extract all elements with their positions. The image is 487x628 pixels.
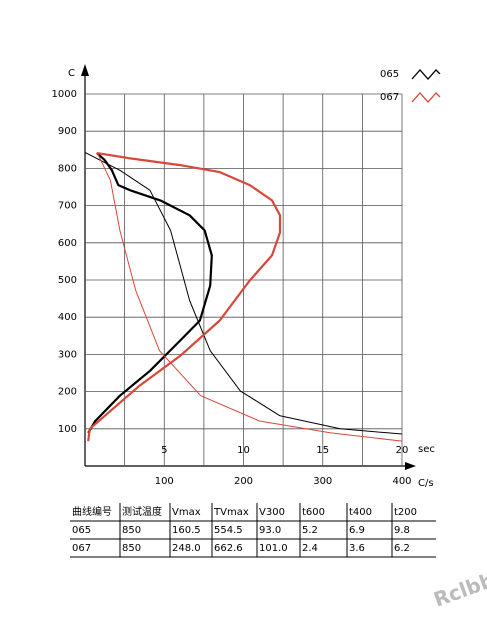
x-arrow	[405, 462, 416, 470]
x2-tick-label: 20	[396, 445, 409, 456]
table-cell: 5.2	[302, 525, 318, 536]
y-tick-label: 700	[58, 201, 77, 212]
table-cell: 248.0	[172, 543, 201, 554]
rate-curve	[87, 152, 282, 442]
table-cell: 554.5	[214, 525, 243, 536]
table-cell: 067	[72, 543, 91, 554]
table-cell: t400	[349, 507, 372, 518]
table-cell: 9.8	[394, 525, 410, 536]
y-tick-label: 600	[58, 238, 77, 249]
table-cell: 160.5	[172, 525, 201, 536]
y-tick-label: 200	[58, 387, 77, 398]
y-tick-label: 400	[58, 312, 77, 323]
x-tick-label: 300	[313, 476, 332, 487]
table-cell: 065	[72, 525, 91, 536]
table-cell: 曲线编号	[72, 505, 112, 518]
x-tick-label: 400	[392, 476, 411, 487]
y-tick-label: 500	[58, 275, 77, 286]
rate-curve	[87, 152, 213, 434]
table-cell: 6.2	[394, 543, 410, 554]
legend-label: 067	[380, 92, 399, 103]
table-cell: V300	[259, 507, 285, 518]
watermark: Rclbbs	[430, 564, 487, 612]
table-cell: t200	[394, 507, 417, 518]
y-tick-label: 1000	[52, 89, 77, 100]
time-curve	[96, 152, 403, 442]
y-axis-label: C	[68, 68, 75, 79]
table-cell: 测试温度	[122, 505, 162, 518]
table-cell: t600	[302, 507, 325, 518]
y-tick-label: 900	[58, 126, 77, 137]
y-tick-label: 100	[58, 424, 77, 435]
x2-tick-label: 15	[316, 445, 329, 456]
x-tick-label: 100	[155, 476, 174, 487]
table-cell: 662.6	[214, 543, 243, 554]
table-cell: 2.4	[302, 543, 318, 554]
x2-axis-label: sec	[418, 444, 435, 455]
x-tick-label: 200	[234, 476, 253, 487]
table-cell: 850	[122, 525, 141, 536]
y-tick-label: 800	[58, 163, 77, 174]
x2-tick-label: 5	[161, 445, 167, 456]
legend-icon	[411, 92, 441, 103]
y-arrow	[81, 64, 89, 76]
x-axis-label: C/s	[418, 478, 434, 489]
y-tick-label: 300	[58, 349, 77, 360]
table-cell: 6.9	[349, 525, 365, 536]
legend-icon	[411, 69, 441, 80]
table-cell: 3.6	[349, 543, 365, 554]
table-cell: 101.0	[259, 543, 288, 554]
table-cell: 93.0	[259, 525, 281, 536]
table-cell: 850	[122, 543, 141, 554]
legend-label: 065	[380, 69, 399, 80]
time-curve	[84, 151, 403, 435]
x2-tick-label: 10	[237, 445, 250, 456]
table-cell: TVmax	[213, 507, 249, 518]
table-cell: Vmax	[172, 507, 201, 518]
